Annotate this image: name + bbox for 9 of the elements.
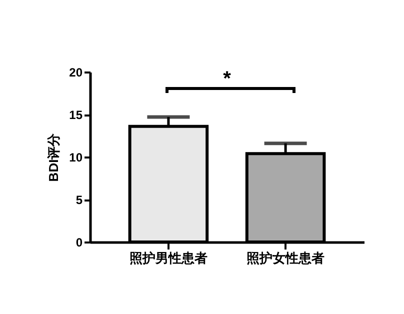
y-tick-label: 5 (76, 193, 83, 207)
y-tick-label: 15 (69, 108, 83, 122)
x-tick-label: 照护男性患者 (129, 250, 208, 266)
y-tick-label: 10 (69, 150, 83, 164)
annotation: * (223, 68, 232, 90)
x-tick-label: 照护女性患者 (246, 250, 325, 266)
y-axis-title: BDI评分 (46, 132, 62, 182)
y-tick-label: 0 (76, 236, 83, 250)
y-tick-label: 20 (69, 66, 83, 80)
